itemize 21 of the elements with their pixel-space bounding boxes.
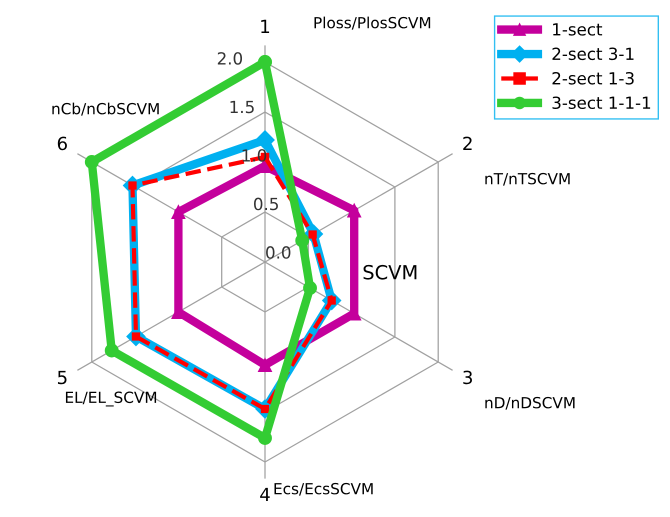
text: Ploss/PlosSCVM [314, 16, 430, 30]
spoke-label: 6 [58, 136, 67, 150]
spoke-label: 3 [463, 370, 472, 384]
legend-label: 2-sect 1-3 [552, 72, 634, 85]
y-tick-label: 1.5 [230, 100, 254, 114]
y-tick-label: 0.5 [254, 198, 278, 210]
spoke-label: 1 [261, 20, 270, 33]
spoke-label: 2 [463, 136, 472, 150]
spoke-label: 5 [58, 370, 66, 384]
legend-label: 2-sect 3-1 [552, 48, 634, 60]
legend-label: 1-sect [553, 23, 602, 36]
text: EL/EL_SCVM [66, 392, 156, 406]
legend-label: 3-sect 1-1-1 [552, 96, 650, 110]
spoke-label: 4 [260, 488, 270, 502]
text: Ecs/EcsSCVM [274, 482, 373, 496]
text: nD/nDSCVM [485, 396, 575, 410]
y-tick-label: 2.0 [218, 52, 242, 65]
y-tick-label: 0.0 [266, 246, 290, 259]
text: nT/nTSCVM [485, 172, 570, 186]
text: nCb/nCbSCVM [52, 102, 159, 116]
text: SCVM [364, 264, 416, 280]
